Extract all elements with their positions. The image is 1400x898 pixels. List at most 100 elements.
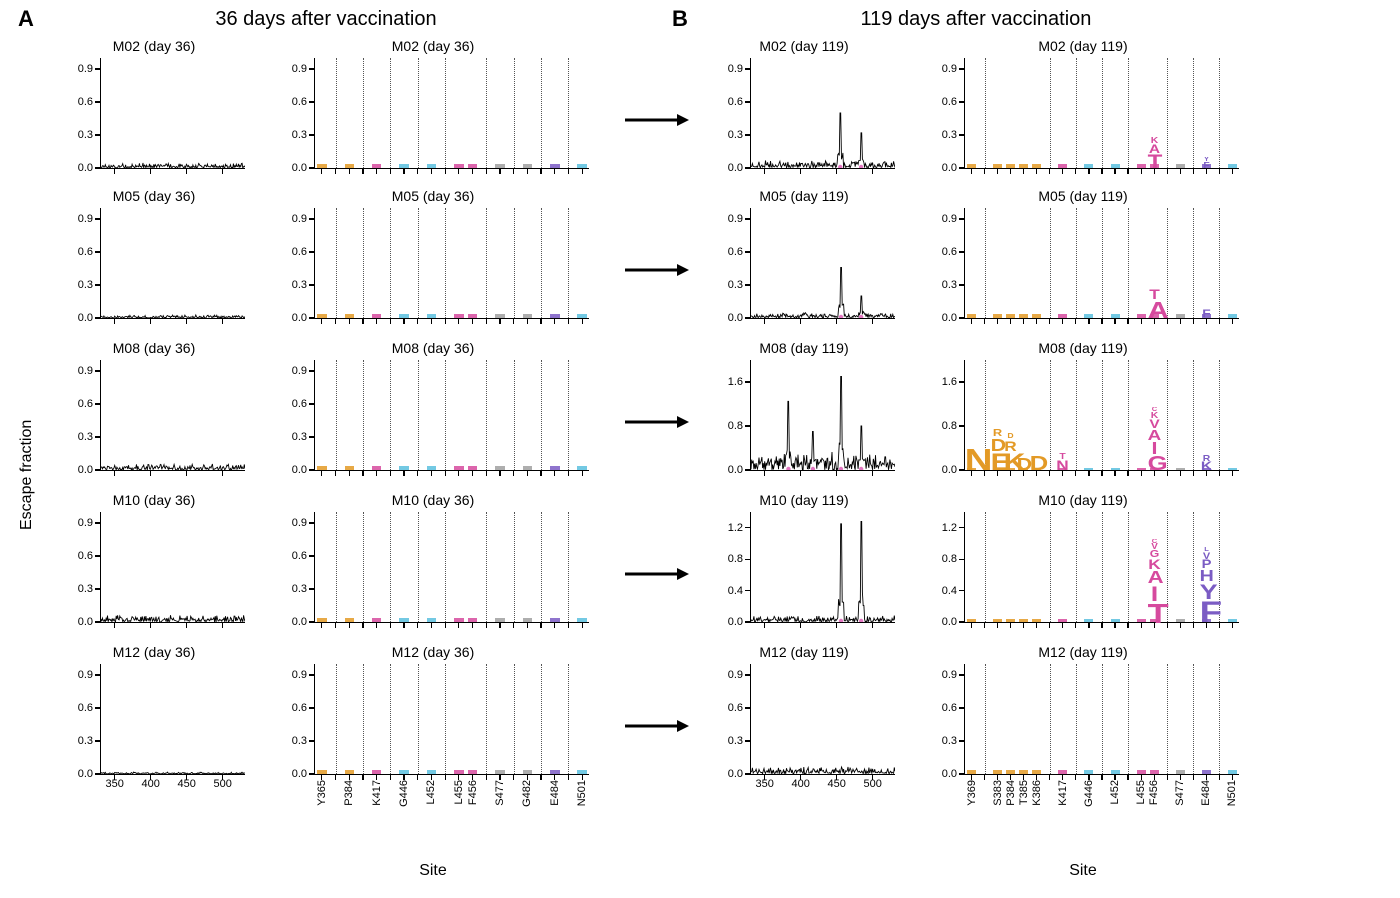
line-trace: [101, 512, 245, 622]
y-tick-label: 0.6: [78, 702, 101, 714]
x-tick-label: L452: [425, 780, 437, 804]
subplot: M05 (day 119)0.00.30.60.9ATF: [928, 208, 1238, 332]
logo-baseline-bar: [967, 164, 976, 168]
logo-baseline-bar: [427, 164, 437, 168]
logo-baseline-bar: [317, 164, 327, 168]
x-tick: [417, 471, 418, 476]
logo-baseline-bar: [1137, 314, 1146, 318]
site-divider: [1128, 360, 1129, 470]
x-tick: [971, 623, 972, 628]
x-tick-label: 500: [863, 774, 881, 790]
site-divider: [363, 664, 364, 774]
x-tick: [445, 319, 446, 324]
x-tick: [403, 169, 404, 174]
site-divider: [541, 360, 542, 470]
x-tick-label: S477: [494, 780, 506, 806]
logo-baseline-bar: [1137, 164, 1146, 168]
x-tick: [486, 319, 487, 324]
logo-letter: F: [1200, 309, 1214, 318]
logo-baseline-bar: [372, 314, 382, 318]
x-tick-label: P384: [343, 780, 355, 806]
x-tick: [1036, 319, 1037, 324]
plot-area: 0.00.81.6: [750, 360, 895, 471]
x-tick: [1062, 623, 1063, 628]
x-tick: [582, 471, 583, 476]
x-tick: [417, 623, 418, 628]
site-divider: [1102, 512, 1103, 622]
site-divider: [514, 360, 515, 470]
x-tick: [527, 471, 528, 476]
x-tick-label: 350: [755, 774, 773, 790]
y-tick-label: 0.9: [292, 63, 315, 75]
x-tick: [1219, 471, 1220, 476]
plot-area: 0.00.30.60.9: [750, 58, 895, 169]
x-tick: [1180, 169, 1181, 174]
x-tick: [1036, 169, 1037, 174]
logo-baseline-bar: [1058, 619, 1067, 622]
subplot: M02 (day 119)0.00.30.60.9TAKFY: [928, 58, 1238, 182]
x-tick: [1023, 169, 1024, 174]
site-divider: [568, 664, 569, 774]
logo-baseline-bar: [399, 466, 409, 470]
subplot: M05 (day 36)0.00.30.60.9: [64, 208, 244, 332]
subplot-title: M05 (day 119): [714, 188, 894, 204]
x-tick: [321, 319, 322, 324]
y-tick-label: 0.9: [78, 365, 101, 377]
logo-letter: K: [1147, 136, 1161, 143]
logo-letter: D: [1030, 454, 1044, 471]
y-tick-label: 0.9: [78, 213, 101, 225]
logo-baseline-bar: [1150, 770, 1159, 774]
y-tick-label: 0.9: [292, 517, 315, 529]
x-tick-label: 500: [213, 774, 231, 790]
x-tick: [554, 471, 555, 476]
x-tick: [1062, 169, 1063, 174]
x-tick: [458, 623, 459, 628]
site-divider: [985, 208, 986, 318]
subplot-title: M12 (day 119): [928, 644, 1238, 660]
logo-baseline-bar: [427, 618, 437, 622]
subplot-title: M10 (day 36): [64, 492, 244, 508]
y-tick-label: 1.2: [942, 522, 965, 534]
logo-baseline-bar: [317, 770, 327, 774]
logo-baseline-bar: [427, 770, 437, 774]
line-trace: [101, 208, 245, 318]
site-divider: [336, 58, 337, 168]
y-tick-label: 1.2: [728, 522, 751, 534]
logo-letter: D: [1017, 456, 1031, 470]
logo-letter: C: [1147, 407, 1161, 411]
y-tick-label: 0.9: [78, 517, 101, 529]
y-tick-label: 0.3: [728, 279, 751, 291]
x-tick: [1075, 471, 1076, 476]
x-tick: [431, 169, 432, 174]
x-tick: [1101, 775, 1102, 780]
y-tick-label: 0.6: [292, 246, 315, 258]
site-divider: [1050, 512, 1051, 622]
y-tick-label: 0.3: [78, 735, 101, 747]
y-tick-label: 0.9: [78, 63, 101, 75]
site-divider: [1219, 664, 1220, 774]
y-tick-label: 0.0: [728, 616, 751, 628]
line-trace: [101, 664, 245, 774]
x-tick: [540, 319, 541, 324]
logo-baseline-bar: [372, 164, 382, 168]
x-axis-label-right: Site: [928, 862, 1238, 880]
x-tick: [1010, 623, 1011, 628]
arrow-icon: [625, 263, 689, 277]
site-divider: [363, 512, 364, 622]
x-tick: [1101, 319, 1102, 324]
y-tick-label: 0.6: [728, 246, 751, 258]
x-tick: [513, 471, 514, 476]
logo-baseline-bar: [495, 466, 505, 470]
site-divider: [568, 58, 569, 168]
logo-baseline-bar: [1084, 770, 1093, 774]
x-tick: [836, 623, 837, 628]
logo-baseline-bar: [372, 618, 382, 622]
logo-baseline-bar: [1006, 770, 1015, 774]
logo-baseline-bar: [1176, 619, 1185, 622]
logo-baseline-bar: [1032, 619, 1041, 622]
x-tick: [445, 623, 446, 628]
site-divider: [390, 360, 391, 470]
y-tick-label: 0.9: [292, 365, 315, 377]
x-tick: [403, 319, 404, 324]
plot-area: 0.00.30.60.9350400450500: [750, 664, 895, 775]
